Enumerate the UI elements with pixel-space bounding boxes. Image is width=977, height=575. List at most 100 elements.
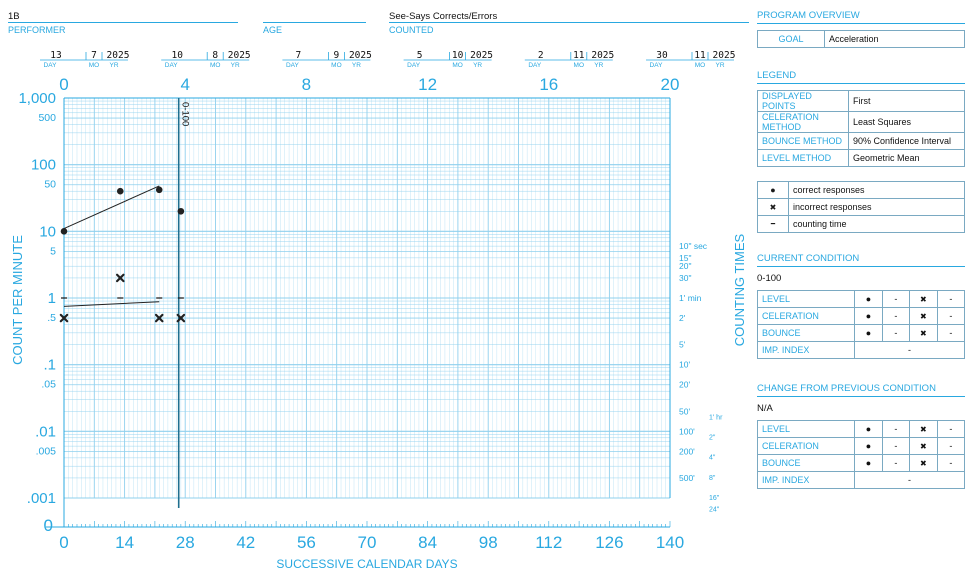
legend-symbol-row: ● correct responses: [757, 181, 965, 199]
condition-value: -: [881, 290, 910, 308]
imp-index-label: IMP. INDEX: [756, 341, 856, 359]
condition-row: CELERATION ● - ✖ -: [756, 437, 966, 455]
counting-time-label: 200': [679, 446, 695, 456]
counting-hour-label: 24": [709, 507, 720, 514]
condition-value: -: [936, 454, 966, 472]
date-year: 2025: [713, 50, 736, 61]
condition-value: -: [881, 454, 910, 472]
x-tick-label: 56: [297, 533, 316, 552]
date-year-sublabel: YR: [473, 62, 482, 69]
goal-label: GOAL: [757, 30, 825, 48]
goal-value: Acceleration: [824, 30, 965, 48]
date-day-sublabel: DAY: [650, 62, 664, 69]
incorrect-point: [115, 273, 125, 283]
y-tick-label: .005: [36, 445, 57, 457]
condition-value: -: [936, 290, 966, 308]
counting-time-label: 500': [679, 473, 695, 483]
correct-point: [60, 228, 68, 235]
dot-icon: ●: [757, 181, 789, 199]
incorrect-point: [176, 313, 186, 323]
legend-value: Geometric Mean: [848, 149, 965, 167]
top-tick-label: 4: [180, 75, 189, 94]
date-day: 13: [50, 50, 61, 61]
correct-point: [177, 207, 185, 215]
counting-time-label: 2': [679, 313, 686, 323]
date-year: 2025: [107, 50, 130, 61]
legend-symbols-table: ● correct responses ✖ incorrect responses …: [757, 181, 965, 233]
imp-index-value: -: [854, 471, 965, 489]
y-tick-label: 1: [48, 290, 56, 307]
cross-icon: ✖: [908, 437, 938, 455]
condition-value: -: [936, 420, 966, 438]
counting-time-label: 20": [679, 261, 691, 271]
date-month: 9: [334, 50, 340, 61]
phase-change-label: 0-100: [180, 102, 191, 126]
dot-icon: ●: [854, 290, 883, 308]
legend-key: DISPLAYED POINTS: [757, 90, 849, 112]
condition-key: BOUNCE: [756, 324, 856, 342]
date-day: 2: [538, 50, 544, 61]
age-underline: [263, 22, 366, 23]
counting-time-label: 5': [679, 340, 686, 350]
condition-key: CELERATION: [756, 307, 856, 325]
change-condition-table: LEVEL ● - ✖ - CELERATION ● - ✖ - BOUNCE ● - ✖ - IMP.…: [756, 420, 966, 489]
condition-key: LEVEL: [756, 290, 856, 308]
y-tick-label: .1: [43, 357, 56, 374]
date-month: 7: [91, 50, 97, 61]
counting-time-label: 10" sec: [679, 241, 708, 251]
right-axis-label: COUNTING TIMES: [732, 233, 747, 346]
date-month-sublabel: MO: [89, 62, 99, 69]
date-year-sublabel: YR: [352, 62, 361, 69]
condition-row: LEVEL ● - ✖ -: [756, 290, 966, 308]
condition-value: -: [881, 437, 910, 455]
date-day-sublabel: DAY: [528, 62, 542, 69]
y-tick-label: 100: [31, 157, 56, 174]
legend-symbol-label: correct responses: [788, 181, 965, 199]
date-year-sublabel: YR: [715, 62, 724, 69]
legend-key: LEVEL METHOD: [757, 149, 849, 167]
dot-icon: ●: [854, 454, 883, 472]
y-axis-zero-label: 0: [44, 516, 53, 535]
counting-time-label: 50': [679, 406, 690, 416]
correct-point: [116, 187, 124, 195]
y-tick-label: .05: [41, 379, 56, 391]
legend-key: CELERATION METHOD: [757, 111, 849, 133]
legend-row: DISPLAYED POINTS First: [757, 90, 965, 112]
cross-icon: ✖: [908, 454, 938, 472]
change-condition-title: CHANGE FROM PREVIOUS CONDITION: [757, 383, 965, 397]
date-day: 10: [171, 50, 183, 61]
condition-value: -: [881, 420, 910, 438]
condition-value: -: [881, 324, 910, 342]
counting-hour-label: 4": [709, 455, 716, 462]
x-tick-label: 42: [236, 533, 255, 552]
dot-icon: ●: [854, 324, 883, 342]
counting-time-label: 100': [679, 426, 695, 436]
counting-hour-label: 1' hr: [709, 414, 723, 421]
top-tick-label: 8: [302, 75, 311, 94]
imp-index-row: IMP. INDEX -: [756, 471, 965, 489]
date-day: 7: [296, 50, 302, 61]
top-tick-label: 12: [418, 75, 437, 94]
date-day-sublabel: DAY: [165, 62, 179, 69]
current-condition-section: CURRENT CONDITION 0-100 LEVEL ● - ✖ - CELERA…: [756, 253, 966, 359]
performer-value: 1B: [8, 11, 20, 22]
condition-value: -: [936, 307, 966, 325]
counting-hour-label: 2": [709, 435, 716, 442]
date-year: 2025: [591, 50, 614, 61]
legend-row: LEVEL METHOD Geometric Mean: [757, 149, 965, 167]
date-month: 11: [694, 50, 706, 61]
date-year: 2025: [470, 50, 493, 61]
condition-key: BOUNCE: [756, 454, 856, 472]
condition-key: CELERATION: [756, 437, 856, 455]
x-tick-label: 14: [115, 533, 134, 552]
top-tick-label: 16: [539, 75, 558, 94]
x-tick-label: 98: [479, 533, 498, 552]
legend-value: 90% Confidence Interval: [848, 132, 965, 150]
counting-time-label: 10': [679, 360, 690, 370]
date-year: 2025: [349, 50, 372, 61]
legend-title: LEGEND: [757, 70, 965, 84]
condition-value: -: [881, 307, 910, 325]
y-tick-label: 1,000: [18, 90, 56, 107]
dot-icon: ●: [854, 437, 883, 455]
